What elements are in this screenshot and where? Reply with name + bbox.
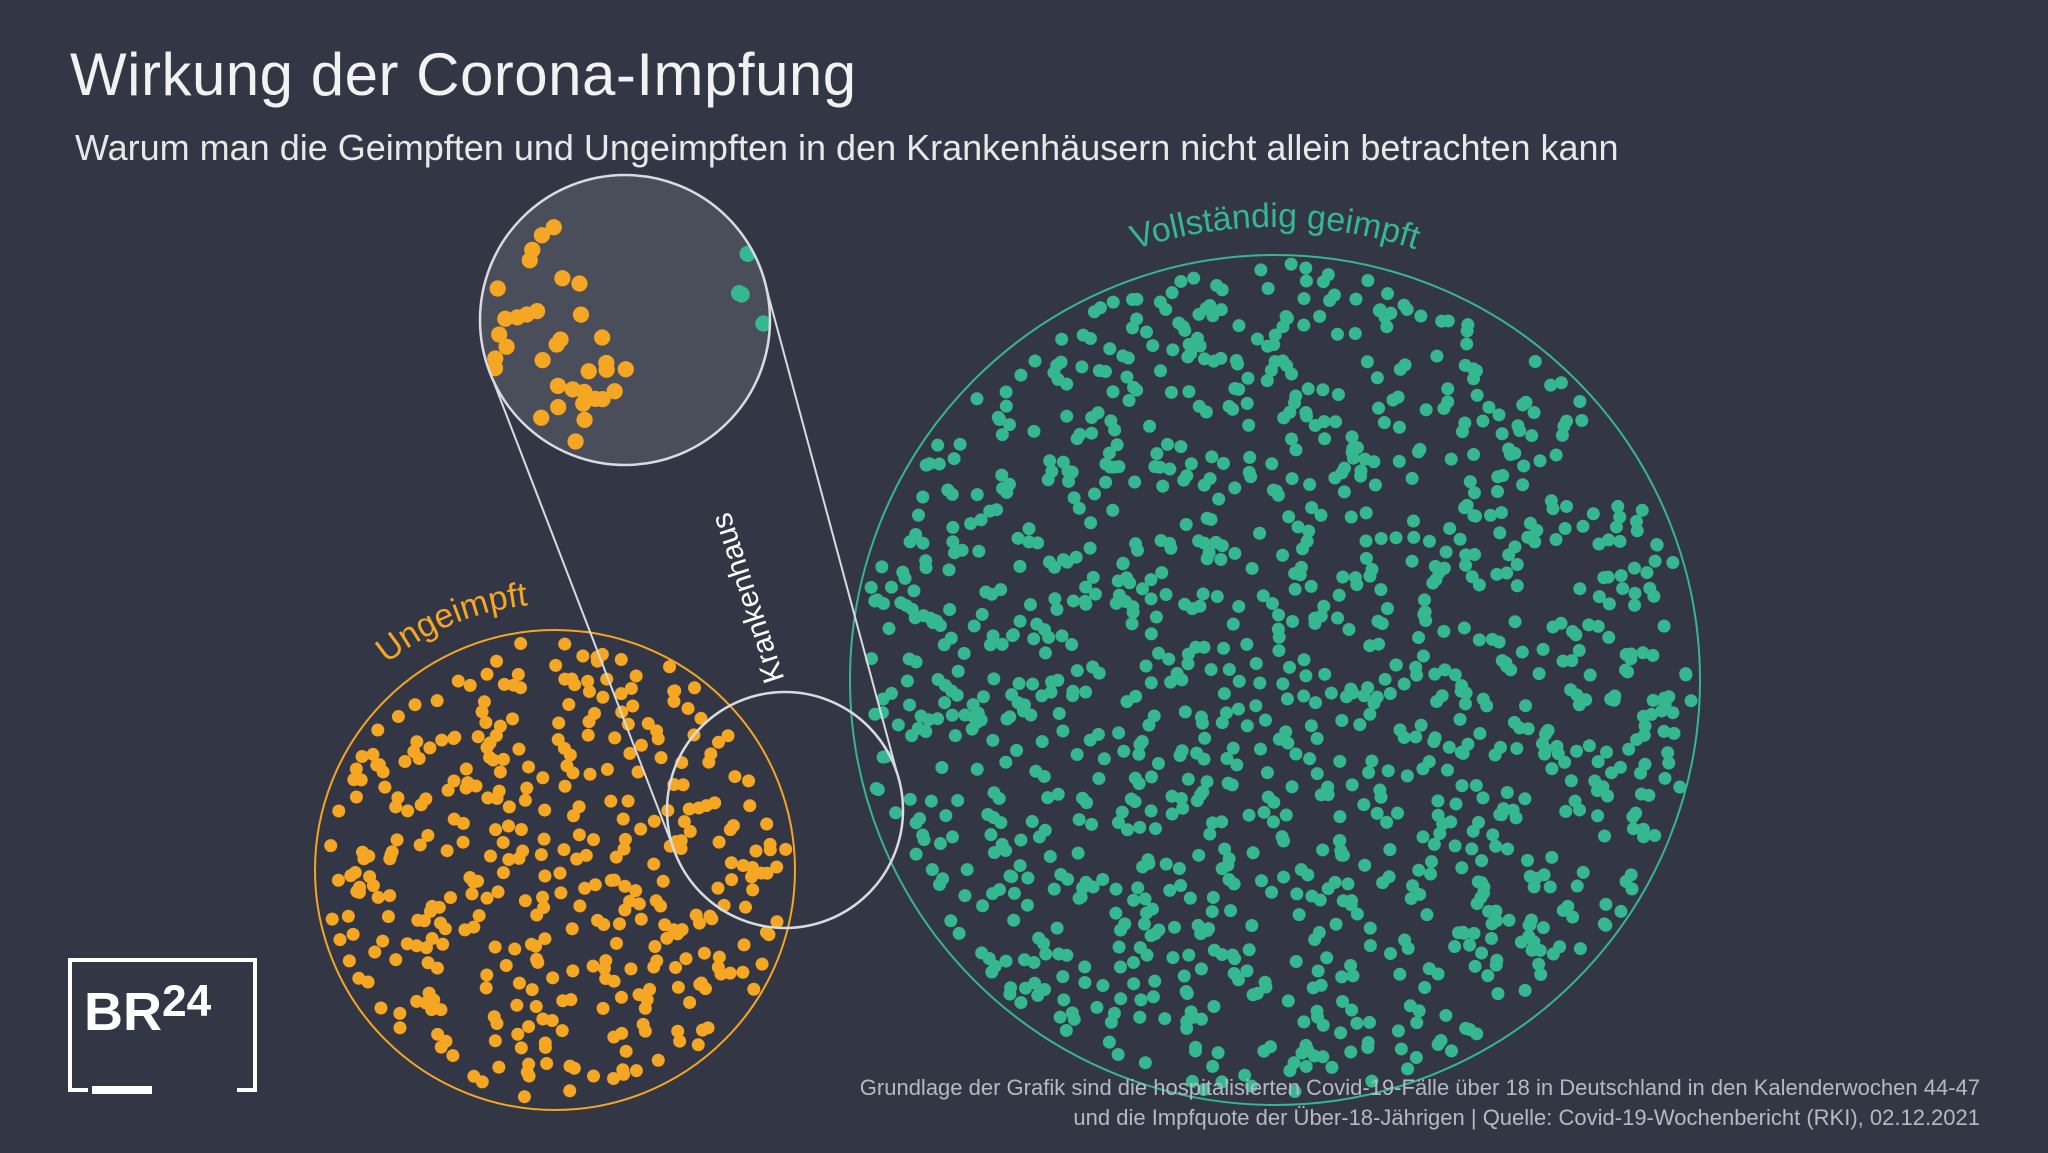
page-title: Wirkung der Corona-Impfung [70,41,857,108]
footnote-line: und die Impfquote der Über-18-Jährigen |… [1073,1105,1980,1130]
infographic-svg: Wirkung der Corona-Impfung Warum man die … [0,0,2048,1153]
page-subtitle: Warum man die Geimpften und Ungeimpften … [75,127,1619,168]
infographic-stage: Wirkung der Corona-Impfung Warum man die … [0,0,2048,1153]
footnote-line: Grundlage der Grafik sind die hospitalis… [860,1075,1980,1100]
background [0,0,2048,1153]
